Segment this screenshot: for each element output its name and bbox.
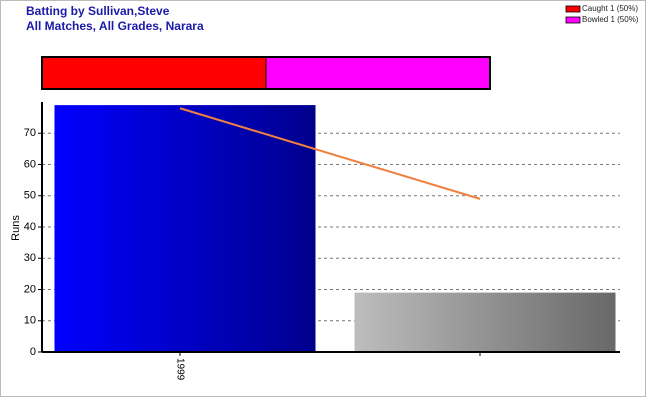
dismissal-border <box>41 56 491 90</box>
y-tick-label: 60 <box>24 158 36 170</box>
legend-label: Caught 1 (50%) <box>582 4 638 13</box>
y-tick-label: 40 <box>24 221 36 233</box>
legend-swatch <box>565 16 581 24</box>
dismissal-segment <box>41 56 267 90</box>
chart-title: Batting by Sullivan,Steve <box>26 4 170 18</box>
x-tick-label: 1999 <box>174 358 185 381</box>
legend-label: Bowled 1 (50%) <box>582 15 639 24</box>
legend-swatch <box>565 5 581 13</box>
y-tick-label: 20 <box>24 283 36 295</box>
y-tick-label: 30 <box>24 252 36 264</box>
y-tick-label: 0 <box>30 346 36 358</box>
y-tick-label: 70 <box>24 127 36 139</box>
y-axis-label: Runs <box>10 215 22 241</box>
bar-shade <box>54 105 316 352</box>
y-tick-label: 10 <box>24 315 36 327</box>
y-tick-label: 50 <box>24 190 36 202</box>
trend-line <box>179 107 481 200</box>
chart-subtitle: All Matches, All Grades, Narara <box>26 19 204 33</box>
bar-shade <box>354 292 616 352</box>
dismissal-segment <box>265 56 491 90</box>
